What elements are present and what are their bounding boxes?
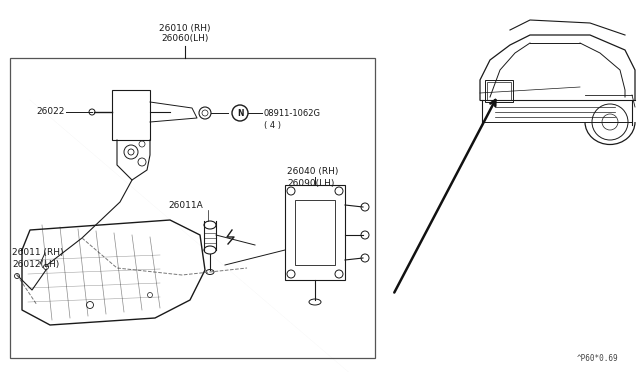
Bar [295, 200, 335, 265]
Text: 26060(LH): 26060(LH) [161, 35, 209, 44]
Text: 08911-1062G
( 4 ): 08911-1062G ( 4 ) [264, 109, 321, 130]
Text: ^P60*0.69: ^P60*0.69 [577, 354, 618, 363]
Bar [485, 80, 513, 102]
Text: 26011A: 26011A [168, 201, 203, 210]
Bar [112, 90, 150, 140]
Text: 26040 (RH)
26090(LH): 26040 (RH) 26090(LH) [287, 167, 339, 188]
Text: 26011 (RH)
26012(LH): 26011 (RH) 26012(LH) [12, 248, 63, 269]
Text: 26022: 26022 [36, 108, 65, 116]
Bar [487, 82, 511, 100]
Text: N: N [237, 109, 243, 118]
Text: 26010 (RH): 26010 (RH) [159, 23, 211, 32]
Bar [10, 58, 375, 358]
Bar [285, 185, 345, 280]
